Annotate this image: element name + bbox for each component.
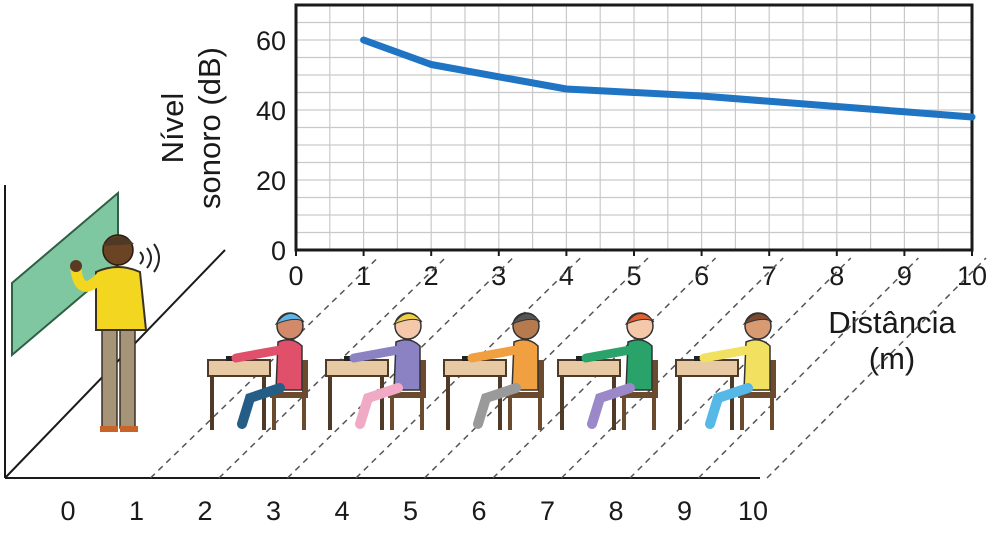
- floor-distance-label: 6: [471, 496, 486, 526]
- floor-distance-line: [766, 257, 987, 479]
- x-axis-label-line1: Distância: [828, 305, 956, 340]
- y-axis-label-line1: Nível: [155, 93, 190, 164]
- student-at-desk: [207, 312, 308, 430]
- floor-distance-line: [560, 257, 784, 479]
- teacher: [70, 234, 160, 432]
- floor-distance-labels: 0 1 2 3 4 5 6 7 8 9 10: [60, 496, 768, 526]
- x-axis-label-line2: (m): [869, 341, 915, 376]
- chart-x-ticks: 0 1 2 3 4 5 6 7 8 9 10: [288, 250, 987, 291]
- floor-distance-label: 8: [608, 496, 623, 526]
- student-at-desk: [443, 312, 544, 430]
- floor-distance-label: 10: [738, 496, 768, 526]
- x-tick-label: 0: [288, 261, 303, 291]
- floor-distance-label: 7: [540, 496, 555, 526]
- x-tick-label: 9: [897, 261, 912, 291]
- chart-y-ticks: 0 20 40 60: [256, 26, 286, 266]
- y-tick-label: 40: [256, 96, 286, 126]
- y-tick-label: 20: [256, 166, 286, 196]
- floor-distance-label: 0: [60, 496, 75, 526]
- y-tick-label: 60: [256, 26, 286, 56]
- floor-distance-label: 5: [403, 496, 418, 526]
- classroom: 0 1 2 3 4 5 6 7 8 9 10: [4, 185, 987, 526]
- x-tick-label: 7: [762, 261, 777, 291]
- y-tick-label: 0: [271, 236, 286, 266]
- x-tick-label: 8: [829, 261, 844, 291]
- students-row: [207, 312, 776, 430]
- x-tick-label: 10: [957, 261, 987, 291]
- floor-distance-label: 2: [197, 496, 212, 526]
- floor-distance-line: [629, 257, 852, 479]
- floor-distance-label: 9: [677, 496, 692, 526]
- chart-grid: [296, 5, 972, 250]
- floor-distance-label: 3: [266, 496, 281, 526]
- student-at-desk: [557, 312, 658, 430]
- floor-distance-label: 1: [129, 496, 144, 526]
- floor-distance-line: [697, 257, 919, 479]
- sound-level-line: [360, 36, 976, 121]
- floor-distance-label: 4: [334, 496, 349, 526]
- student-at-desk: [675, 312, 776, 430]
- student-at-desk: [325, 312, 426, 430]
- y-axis-label-line2: sonoro (dB): [192, 47, 227, 209]
